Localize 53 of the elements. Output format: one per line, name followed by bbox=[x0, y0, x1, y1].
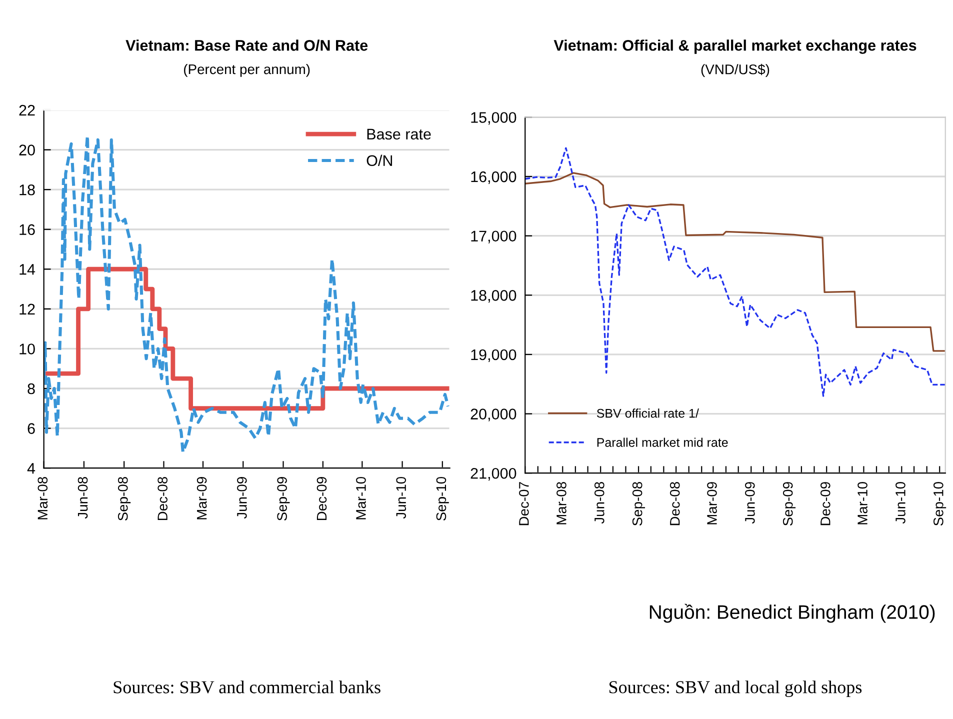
x-tick-label: Jun-10 bbox=[896, 482, 906, 524]
x-tick-label: Jun-08 bbox=[594, 482, 604, 524]
y-tick-label: 16 bbox=[20, 224, 35, 236]
x-tick-label: Mar-09 bbox=[196, 477, 207, 520]
y-tick-label: 8 bbox=[28, 383, 35, 394]
x-tick-label: Sep-10 bbox=[933, 482, 946, 526]
source-note: Sources: SBV and local gold shops bbox=[609, 680, 862, 698]
legend-label: Parallel market mid rate bbox=[597, 438, 728, 447]
text: Nguồn: Benedict Bingham (2010) bbox=[650, 604, 935, 623]
chart-title: Vietnam: Official & parallel market exchange rates bbox=[554, 40, 916, 54]
y-tick-label: 22 bbox=[19, 104, 35, 116]
x-tick-label: Jun-09 bbox=[745, 482, 755, 524]
chart-subtitle: (VND/US$) bbox=[701, 64, 770, 78]
y-tick-label: 19,000 bbox=[471, 349, 516, 362]
y-tick-label: 16,000 bbox=[471, 171, 516, 184]
x-tick-label: Mar-10 bbox=[858, 482, 868, 524]
line-series bbox=[525, 172, 946, 352]
legend-label: O/N bbox=[366, 154, 392, 166]
x-tick-label: Dec-07 bbox=[518, 482, 529, 526]
x-tick-label: Sep-09 bbox=[277, 477, 290, 521]
chart-subtitle: (Percent per annum) bbox=[184, 64, 310, 77]
x-tick-label: Jun-09 bbox=[237, 477, 247, 519]
y-tick-label: 10 bbox=[20, 344, 35, 354]
x-tick-label: Jun-10 bbox=[396, 476, 406, 519]
x-tick-label: Sep-09 bbox=[782, 482, 796, 526]
x-tick-label: Dec-08 bbox=[158, 477, 168, 520]
x-tick-label: Sep-08 bbox=[632, 482, 645, 526]
x-tick-label: Mar-08 bbox=[38, 477, 48, 520]
y-tick-label: 4 bbox=[27, 463, 36, 474]
line-series bbox=[525, 147, 946, 397]
x-tick-label: Jun-08 bbox=[78, 477, 88, 519]
chart-title: Vietnam: Base Rate and O/N Rate bbox=[126, 40, 368, 51]
y-tick-label: 14 bbox=[20, 264, 36, 275]
y-tick-label: 21,000 bbox=[470, 468, 516, 481]
x-tick-label: Mar-10 bbox=[356, 476, 366, 520]
y-tick-label: 15,000 bbox=[471, 112, 516, 125]
y-tick-label: 6 bbox=[28, 423, 35, 434]
legend-label: SBV official rate 1/ bbox=[596, 408, 699, 418]
x-tick-label: Dec-09 bbox=[820, 482, 830, 526]
x-tick-label: Sep-10 bbox=[436, 476, 449, 521]
y-tick-label: 17,000 bbox=[471, 230, 516, 244]
x-tick-label: Mar-08 bbox=[556, 482, 566, 524]
legend-label: Base rate bbox=[367, 128, 431, 140]
x-tick-label: Mar-09 bbox=[707, 482, 717, 524]
x-tick-label: Dec-08 bbox=[670, 482, 680, 526]
y-tick-label: 20 bbox=[19, 144, 35, 156]
y-tick-label: 18 bbox=[20, 184, 35, 196]
y-tick-label: 18,000 bbox=[471, 290, 516, 303]
x-tick-label: Dec-09 bbox=[316, 477, 327, 520]
y-tick-label: 12 bbox=[20, 304, 35, 314]
y-tick-label: 20,000 bbox=[470, 408, 516, 422]
source-note: Sources: SBV and commercial banks bbox=[114, 680, 380, 694]
x-tick-label: Sep-08 bbox=[118, 477, 131, 521]
